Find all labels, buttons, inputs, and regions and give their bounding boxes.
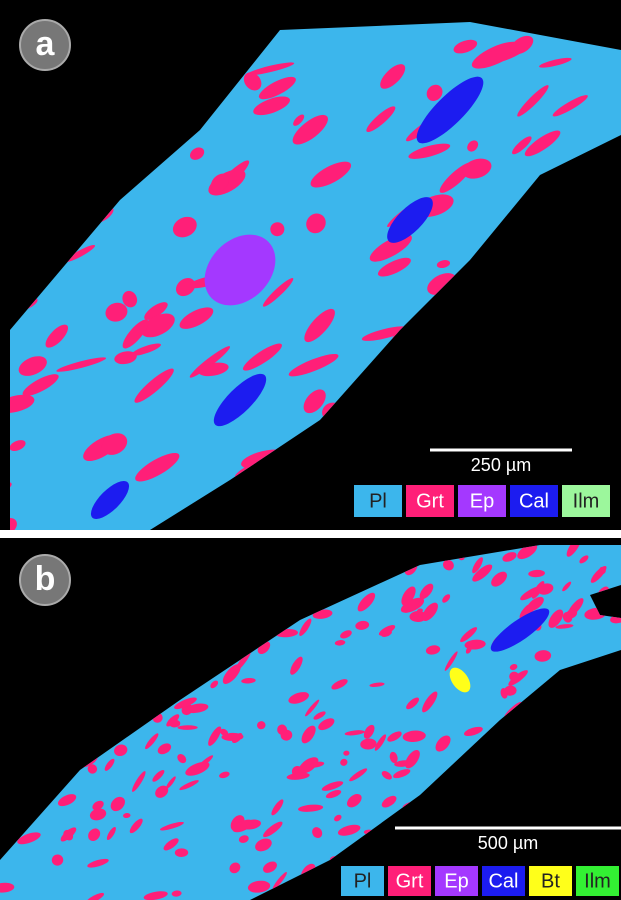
legend-label: Bt	[541, 870, 560, 892]
panel-label: a	[36, 25, 56, 63]
legend-label: Ilm	[584, 870, 611, 892]
legend-label: Ilm	[573, 490, 600, 512]
scale-bar-label: 250 µm	[471, 455, 531, 475]
legend-label: Pl	[354, 870, 372, 892]
legend-label: Cal	[519, 490, 549, 512]
legend-label: Grt	[396, 870, 424, 892]
legend-label: Grt	[416, 490, 444, 512]
legend-label: Ep	[470, 490, 494, 512]
legend-label: Cal	[488, 870, 518, 892]
panel-label: b	[35, 560, 56, 598]
scale-bar-label: 500 µm	[478, 833, 538, 853]
figure: a 250 µm Pl Grt Ep Cal Ilm b 500 µm Pl Grt Ep Cal Bt I…	[0, 0, 621, 900]
legend-label: Pl	[369, 490, 387, 512]
legend-label: Ep	[444, 870, 468, 892]
